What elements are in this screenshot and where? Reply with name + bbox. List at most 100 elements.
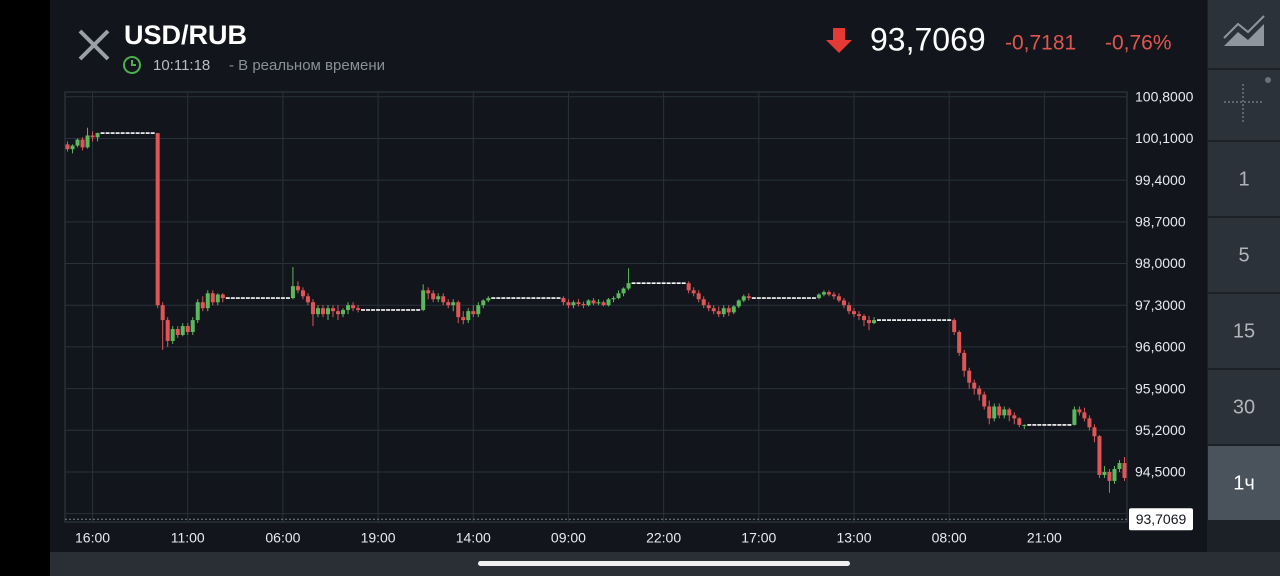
candle-body: [626, 283, 631, 289]
candle-body: [185, 326, 190, 333]
timeframe-label: 30: [1233, 396, 1255, 418]
candle-body: [341, 309, 346, 315]
candle-body: [466, 311, 471, 321]
candle-body: [331, 308, 336, 312]
candle-body: [180, 326, 185, 335]
change-percent: -0,76%: [1105, 32, 1172, 55]
x-tick-label: 19:00: [361, 530, 396, 546]
timeframe-button[interactable]: 1: [1208, 142, 1280, 216]
candle-body: [686, 283, 691, 291]
candle-body: [205, 293, 210, 309]
candle-body: [576, 302, 581, 305]
x-tick-label: 17:00: [741, 530, 776, 546]
x-tick-label: 14:00: [456, 530, 491, 546]
candle-body: [987, 406, 992, 419]
candle-body: [561, 298, 566, 303]
home-indicator[interactable]: [478, 561, 850, 566]
candle-body: [426, 290, 431, 294]
candle-body: [351, 305, 356, 309]
candle-body: [441, 296, 446, 303]
candle-body: [952, 320, 957, 333]
candle-body: [155, 133, 160, 306]
candle-body: [836, 296, 841, 301]
left-edge: [0, 0, 50, 576]
x-tick-label: 16:00: [75, 530, 110, 546]
price: 93,7069: [870, 21, 986, 57]
candle-body: [872, 320, 877, 324]
candle-body: [711, 308, 716, 312]
candle-body: [1112, 468, 1117, 481]
candle-body: [80, 139, 85, 148]
candle-body: [992, 406, 997, 419]
y-tick-label: 100,8000: [1135, 88, 1194, 104]
candle-body: [1082, 412, 1087, 419]
candle-body: [1012, 415, 1017, 419]
candle-body: [586, 300, 591, 306]
x-tick-label: 11:00: [171, 530, 205, 546]
y-tick-label: 95,9000: [1135, 380, 1186, 396]
candle-body: [856, 314, 861, 316]
candle-body: [867, 320, 872, 324]
candle-body: [461, 317, 466, 321]
last-price-box: [1129, 508, 1193, 531]
candle-body: [731, 306, 736, 313]
candle-body: [195, 302, 200, 321]
close-button[interactable]: [78, 29, 110, 61]
status: - В реальном времени: [229, 57, 385, 74]
candle-body: [706, 305, 711, 309]
candle-body: [726, 308, 731, 313]
candle-body: [701, 299, 706, 306]
candle-body: [967, 370, 972, 383]
chart-icon: [1224, 24, 1264, 46]
chart-type-button[interactable]: [1208, 0, 1280, 68]
candle-body: [290, 286, 295, 299]
candle-body: [356, 308, 361, 310]
candle-body: [1007, 409, 1012, 416]
candle-body: [1117, 463, 1122, 469]
timeframe-label: 1: [1238, 168, 1249, 190]
candle-body: [160, 305, 165, 321]
timeframe-label: 15: [1233, 320, 1255, 342]
change: -0,7181: [1005, 32, 1076, 55]
y-tick-label: 97,3000: [1135, 297, 1186, 313]
candle-body: [70, 145, 75, 150]
candle-body: [566, 302, 571, 306]
candle-body: [972, 382, 977, 389]
candle-body: [826, 292, 831, 295]
timeframe-label: 1ч: [1233, 472, 1255, 494]
button-bg: [1208, 218, 1280, 292]
x-tick-label: 22:00: [646, 530, 681, 546]
button-bg: [1208, 142, 1280, 216]
y-tick-label: 98,7000: [1135, 214, 1186, 230]
y-tick-label: 95,2000: [1135, 422, 1186, 438]
timeframe-button[interactable]: 15: [1208, 294, 1280, 368]
candle-body: [481, 300, 486, 306]
candle-body: [581, 304, 586, 306]
last-price-label: 93,7069: [1136, 511, 1187, 527]
candle-body: [846, 305, 851, 312]
candle-body: [1097, 436, 1102, 475]
pair-title: USD/RUB: [124, 20, 247, 50]
candle-body: [170, 329, 175, 341]
plot-frame: [64, 91, 1128, 523]
candle-body: [746, 296, 751, 299]
down-arrow: [826, 28, 852, 53]
timeframe-button[interactable]: 5: [1208, 218, 1280, 292]
candle-body: [1087, 418, 1092, 428]
candle-body: [471, 311, 476, 315]
x-tick-label: 06:00: [265, 530, 300, 546]
timeframe-button[interactable]: 1ч: [1208, 446, 1280, 520]
candle-body: [431, 293, 436, 300]
timeframe-button[interactable]: 30: [1208, 370, 1280, 444]
candle-body: [616, 293, 621, 299]
crosshair-button[interactable]: [1208, 70, 1280, 140]
candle-body: [841, 300, 846, 306]
candle-body: [601, 302, 606, 306]
candle-body: [220, 294, 225, 299]
candle-body: [1002, 409, 1007, 416]
button-bg: [1208, 294, 1280, 368]
x-tick-label: 21:00: [1027, 530, 1062, 546]
y-tick-label: 100,1000: [1135, 130, 1194, 146]
candle-body: [1077, 409, 1082, 413]
